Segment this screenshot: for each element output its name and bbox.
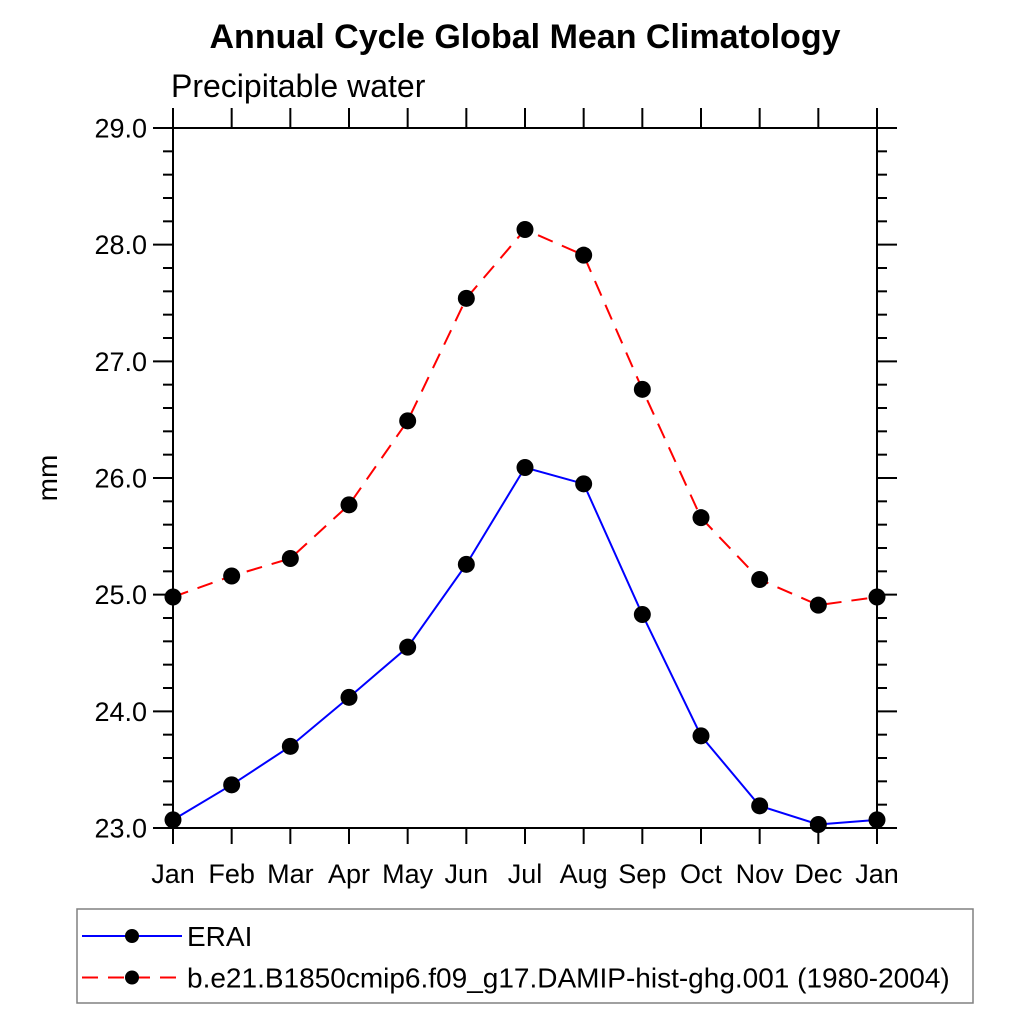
- data-point-marker-model: [868, 588, 886, 606]
- y-axis-title: mm: [32, 455, 63, 502]
- data-point-marker-model: [692, 509, 710, 527]
- data-point-marker-erai: [457, 555, 475, 573]
- x-axis-tick-label: May: [382, 859, 434, 889]
- chart-title: Annual Cycle Global Mean Climatology: [210, 18, 841, 56]
- chart-subtitle: Precipitable water: [171, 68, 426, 104]
- y-axis-tick-label: 28.0: [94, 230, 147, 260]
- data-point-marker-model: [809, 596, 827, 614]
- data-point-marker-erai: [868, 811, 886, 829]
- series-line-model: [172, 228, 878, 607]
- data-point-marker-model: [575, 246, 593, 264]
- data-point-marker-erai: [575, 475, 593, 493]
- x-axis-tick-label: Jan: [151, 859, 195, 889]
- x-axis-tick-label: Sep: [618, 859, 666, 889]
- x-axis-tick-label: Aug: [560, 859, 608, 889]
- legend-marker: [125, 970, 139, 985]
- data-point-marker-model: [281, 550, 299, 567]
- data-point-marker-erai: [809, 816, 827, 833]
- axes: 23.0 24.0 25.0 26.0 27.0 28.0 29.0 Jan Feb Mar Apr…: [94, 108, 899, 889]
- data-point-marker-model: [751, 571, 769, 588]
- data-point-marker-model: [223, 567, 241, 585]
- y-axis-tick-label: 26.0: [94, 463, 147, 493]
- x-axis-tick-label: Apr: [328, 859, 370, 889]
- data-point-marker-model: [399, 412, 417, 430]
- x-axis-tick-label: Nov: [736, 859, 785, 889]
- legend-label: ERAI: [187, 921, 252, 952]
- data-point-marker-erai: [281, 737, 299, 755]
- legend-marker: [125, 929, 139, 943]
- y-axis-tick-label: 27.0: [94, 347, 147, 377]
- y-axis-tick-label: 25.0: [94, 580, 147, 610]
- x-axis-tick-label: Mar: [267, 859, 314, 889]
- x-axis-tick-label: Dec: [794, 859, 842, 889]
- legend-entry: ERAI: [82, 921, 252, 952]
- x-axis-tick-label: Jun: [445, 859, 489, 889]
- legend-frame: [76, 908, 974, 1004]
- legend-label: b.e21.B1850cmip6.f09_g17.DAMIP-hist-ghg.…: [187, 962, 950, 993]
- x-axis-tick-label: Jul: [508, 859, 543, 889]
- x-axis-tick-label: Oct: [680, 859, 723, 889]
- x-axis-tick-label: Feb: [208, 859, 255, 889]
- data-point-marker-model: [516, 221, 534, 238]
- y-axis-tick-label: 23.0: [94, 813, 147, 843]
- legend: ERAI b.e21.B1850cmip6.f09_g17.DAMIP-hist-…: [76, 908, 974, 1004]
- data-point-marker-erai: [164, 811, 182, 829]
- y-axis-tick-label: 29.0: [94, 113, 147, 143]
- data-point-marker-erai: [692, 727, 710, 745]
- data-point-marker-erai: [399, 638, 417, 656]
- data-point-marker-model: [633, 380, 651, 398]
- data-point-marker-model: [164, 588, 182, 606]
- x-axis-tick-label: Jan: [855, 859, 899, 889]
- data-point-marker-erai: [633, 606, 651, 623]
- data-point-marker-model: [340, 496, 358, 514]
- data-point-marker-erai: [340, 688, 358, 706]
- data-point-marker-erai: [751, 797, 769, 815]
- data-point-marker-erai: [223, 776, 241, 794]
- series-line-erai: [172, 466, 878, 826]
- data-point-marker-model: [457, 289, 475, 307]
- series-group: [164, 221, 886, 833]
- legend-entry: b.e21.B1850cmip6.f09_g17.DAMIP-hist-ghg.…: [82, 962, 950, 993]
- data-point-marker-erai: [516, 459, 534, 476]
- y-axis-tick-label: 24.0: [94, 697, 147, 727]
